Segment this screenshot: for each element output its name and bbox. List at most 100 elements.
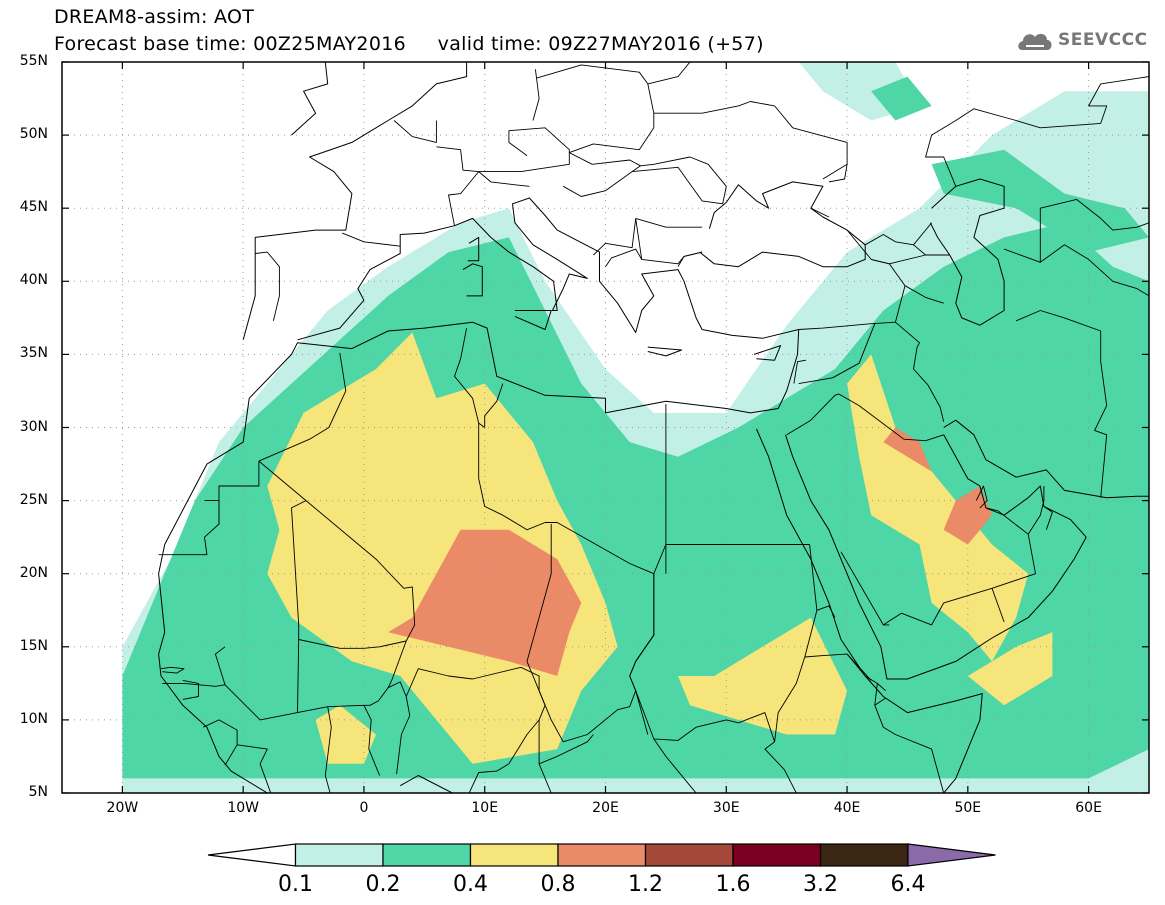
country-border [605,248,643,267]
country-border [297,706,332,793]
colorbar-box [732,843,822,867]
country-border [798,323,876,385]
country-border [255,251,280,321]
country-border [809,544,836,618]
lat-tick-label: 25N [19,491,48,508]
country-border [536,64,655,197]
country-border [258,352,347,462]
country-border [454,328,480,424]
aot-area-level-4 [883,427,932,472]
country-border [387,640,407,688]
country-border [556,522,654,575]
coastline [699,181,866,268]
country-border [478,422,558,531]
country-border [635,573,655,662]
colorbar-level-label: 6.4 [890,872,926,897]
lat-tick-label: 30N [19,418,48,435]
aot-area-level-3 [315,705,376,764]
country-border [237,744,272,793]
country-border [904,285,944,304]
lon-tick-label: 30E [712,800,740,816]
coastline [462,263,483,297]
country-border [895,321,920,348]
country-border [874,705,945,793]
country-border [1039,198,1149,263]
map-title: DREAM8-assim: AOT [54,6,255,28]
country-border [635,218,703,265]
coastline [291,62,329,136]
logo-text: SEEVCCC [1058,30,1148,50]
country-border [913,347,945,422]
colorbar-low-triangle [207,843,297,867]
country-border [991,588,1005,623]
colorbar-level-label: 0.2 [365,872,401,897]
country-border [478,127,570,173]
aot-area-level-2 [931,149,1149,253]
country-border [764,610,818,793]
country-border [975,485,988,509]
country-border [677,251,703,267]
country-border [1015,310,1108,498]
coastline [514,310,552,330]
country-border [538,734,594,765]
country-border [484,383,504,428]
axis-ticks [62,61,1149,794]
country-border [913,222,932,256]
country-border [327,681,411,775]
country-border [653,738,697,793]
country-border [214,646,226,685]
country-border [864,234,914,246]
aot-area-level-2 [871,76,932,121]
country-border [1027,486,1045,535]
country-border [1043,506,1053,530]
lon-tick-label: 40E [833,800,861,816]
country-border [786,393,839,436]
coastline [399,775,454,793]
country-border [635,690,776,742]
country-border [925,76,1149,187]
country-border [640,156,727,204]
colorbar-level-label: 1.2 [628,872,663,897]
country-border [436,146,479,173]
country-border [182,679,199,700]
lat-tick-label: 20N [19,564,48,581]
lon-tick-label: 10E [471,800,499,816]
aot-area-level-3 [678,617,848,735]
coastline [467,236,480,262]
country-border [593,218,637,256]
colorbar-box [819,843,909,867]
lat-tick-label: 45N [19,199,48,216]
country-border [846,653,872,681]
country-border [203,719,238,766]
coastline [158,197,800,793]
country-border [828,164,848,183]
country-border [804,653,886,692]
colorbar-level-label: 3.2 [803,872,838,897]
country-border [160,666,185,674]
colorbar-level-label: 0.1 [278,872,313,897]
coastline [943,419,1149,499]
lat-tick-label: 15N [19,637,48,654]
colorbar-level-label: 1.6 [715,872,751,897]
coastline [242,62,468,340]
aot-area-level-4 [943,486,992,545]
coastline [753,345,782,361]
lon-tick-label: 60E [1075,800,1102,816]
country-border [810,207,830,218]
coastline [756,428,983,793]
lon-tick-label: 50E [954,800,982,816]
country-border [635,217,703,228]
country-border [393,120,437,143]
colorbar-level-label: 0.8 [540,872,576,897]
cloud-logo-icon [1018,33,1052,50]
country-border [342,232,401,247]
country-border [258,460,416,649]
boundary-lines [158,62,1149,793]
forecast-times: Forecast base time: 00Z25MAY2016 valid t… [54,33,764,55]
lat-tick-label: 5N [28,784,48,800]
lon-tick-label: 20E [592,800,619,816]
lat-tick-label: 10N [19,710,48,727]
lat-tick-label: 50N [19,126,48,143]
country-border [838,393,944,442]
